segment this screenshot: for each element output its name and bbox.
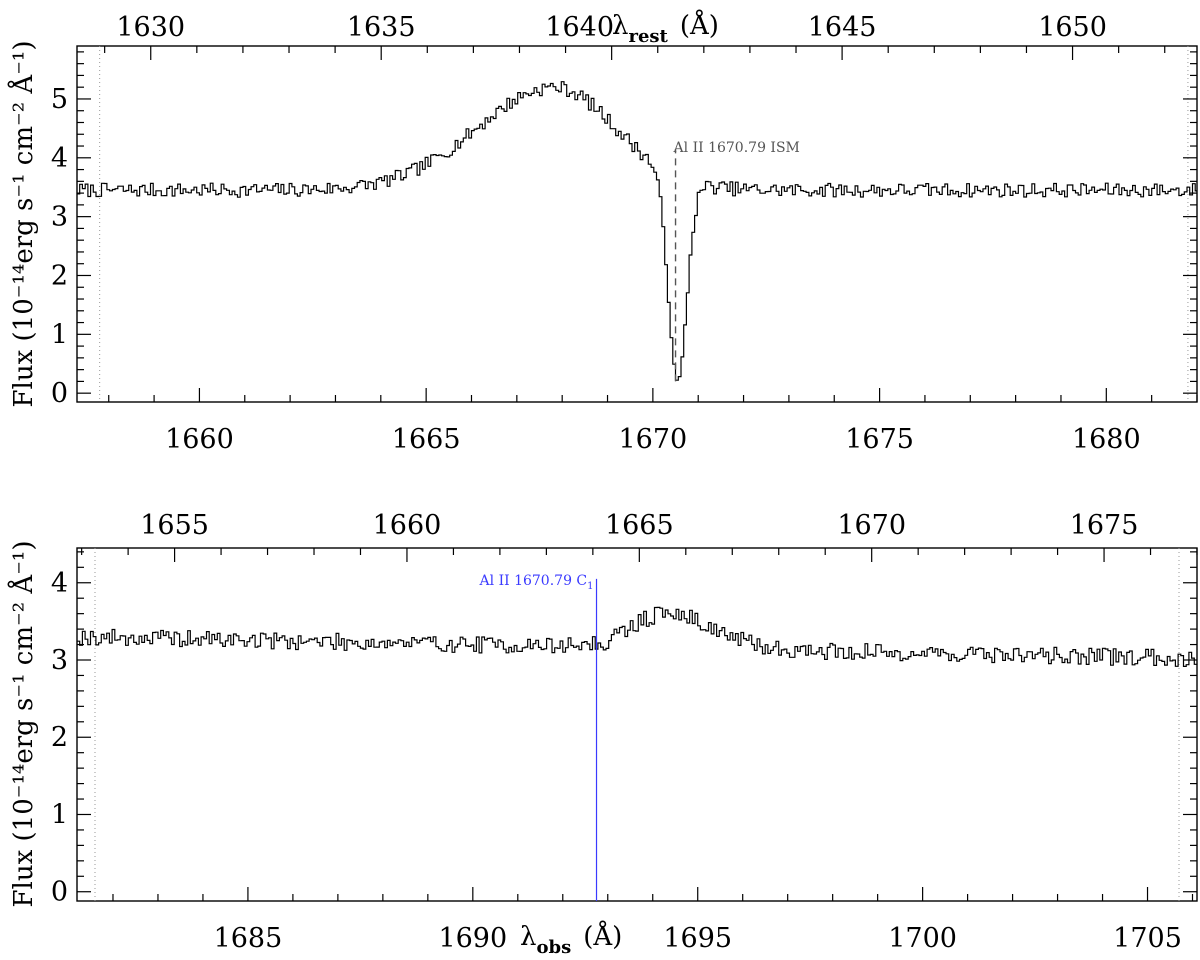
top-panel: 1660 1665 1670 1675 1680 1630 1635 1640 1645 1650… bbox=[7, 9, 1198, 455]
bottom-panel-annotations: Al II 1670.79 C1 bbox=[479, 573, 598, 901]
x-tick-label: 1660 bbox=[165, 424, 234, 455]
top-panel-y-axis-label: Flux (10⁻¹⁴erg s⁻¹ cm⁻² Å⁻¹) bbox=[7, 41, 39, 408]
x-tick-label: 1670 bbox=[619, 424, 688, 455]
x-tick-label: 1700 bbox=[888, 923, 957, 954]
top-panel-frame bbox=[76, 45, 1198, 403]
y-tick-label: 4 bbox=[51, 568, 68, 599]
rest-x-tick-label: 1660 bbox=[373, 510, 442, 541]
bottom-panel-edge-markers bbox=[94, 548, 1180, 901]
bottom-panel-tick-labels: 1685 1690 1695 1700 1705 1655 1660 1665 1670 1675… bbox=[51, 510, 1182, 954]
bottom-panel: 1685 1690 1695 1700 1705 1655 1660 1665 1670 1675… bbox=[7, 510, 1198, 958]
rest-x-tick-label: 1675 bbox=[1070, 510, 1139, 541]
annotation-label: Al II 1670.79 C1 bbox=[479, 573, 594, 592]
x-tick-label: 1685 bbox=[214, 923, 283, 954]
annotation-label: Al II 1670.79 ISM bbox=[673, 140, 800, 156]
rest-x-tick-label: 1665 bbox=[605, 510, 674, 541]
rest-x-tick-label: 1650 bbox=[1038, 12, 1107, 43]
top-panel-annotations: Al II 1670.79 ISM bbox=[673, 140, 800, 382]
bottom-panel-obs-axis-label: λobs (Å) bbox=[520, 920, 622, 958]
x-tick-label: 1665 bbox=[392, 424, 461, 455]
rest-x-tick-label: 1635 bbox=[347, 12, 416, 43]
x-tick-label: 1675 bbox=[845, 424, 914, 455]
x-tick-label: 1690 bbox=[438, 923, 507, 954]
rest-x-tick-label: 1645 bbox=[808, 12, 877, 43]
y-tick-label: 0 bbox=[51, 378, 68, 409]
rest-x-tick-label: 1630 bbox=[116, 12, 185, 43]
rest-x-tick-label: 1670 bbox=[837, 510, 906, 541]
top-panel-rest-axis-label: λrest (Å) bbox=[612, 9, 719, 47]
top-panel-spectrum-line bbox=[77, 81, 1197, 381]
y-tick-label: 1 bbox=[51, 319, 68, 350]
top-panel-edge-markers bbox=[99, 46, 1189, 402]
rest-x-tick-label: 1655 bbox=[140, 510, 209, 541]
x-tick-label: 1680 bbox=[1072, 424, 1141, 455]
top-panel-ticks bbox=[77, 46, 1198, 402]
y-tick-label: 2 bbox=[51, 260, 68, 291]
x-tick-label: 1695 bbox=[663, 923, 732, 954]
bottom-panel-frame bbox=[76, 547, 1198, 902]
bottom-panel-spectrum-line bbox=[77, 606, 1198, 667]
y-tick-label: 1 bbox=[51, 799, 68, 830]
top-panel-tick-labels: 1660 1665 1670 1675 1680 1630 1635 1640 1645 1650… bbox=[51, 12, 1141, 455]
y-tick-label: 4 bbox=[51, 143, 68, 174]
bottom-panel-y-axis-label: Flux (10⁻¹⁴erg s⁻¹ cm⁻² Å⁻¹) bbox=[7, 541, 39, 908]
y-tick-label: 5 bbox=[51, 84, 68, 115]
y-tick-label: 2 bbox=[51, 722, 68, 753]
bottom-panel-ticks bbox=[77, 548, 1198, 901]
y-tick-label: 3 bbox=[51, 202, 68, 233]
rest-x-tick-label: 1640 bbox=[545, 12, 614, 43]
x-tick-label: 1705 bbox=[1113, 923, 1182, 954]
y-tick-label: 0 bbox=[51, 877, 68, 908]
y-tick-label: 3 bbox=[51, 645, 68, 676]
